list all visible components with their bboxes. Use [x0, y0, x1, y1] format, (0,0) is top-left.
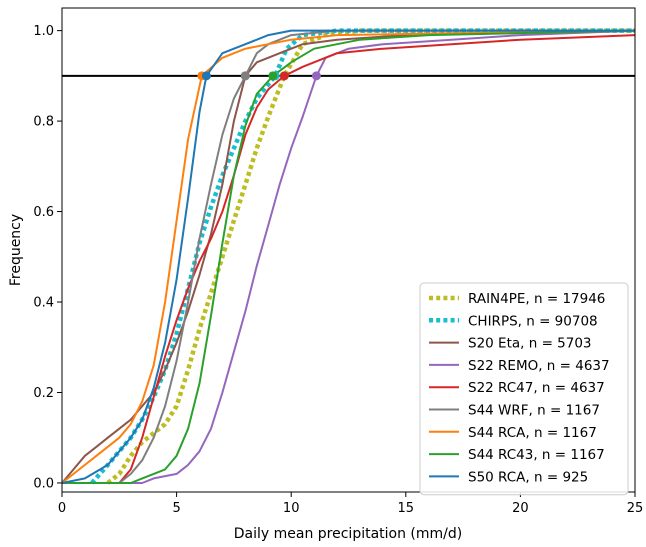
series-line-s22-remo — [62, 29, 635, 484]
marker-s22-rc47 — [279, 71, 289, 81]
legend-label: S44 RC43, n = 1167 — [468, 447, 605, 463]
x-axis-label: Daily mean precipitation (mm/d) — [234, 526, 462, 542]
series-line-s20-eta — [62, 29, 635, 484]
legend-item-rain4pe: RAIN4PE, n = 17946 — [429, 291, 605, 307]
threshold-markers — [197, 71, 321, 81]
marker-s50-rca — [201, 71, 211, 81]
marker-s22-remo — [311, 71, 321, 81]
x-tick-label: 15 — [398, 501, 415, 516]
legend-label: S22 REMO, n = 4637 — [468, 358, 610, 374]
y-axis-ticks: 0.0 0.2 0.4 0.6 0.8 1.0 — [33, 24, 62, 491]
legend-item-s20-eta: S20 Eta, n = 5703 — [429, 336, 592, 352]
legend-item-s50-rca: S50 RCA, n = 925 — [429, 469, 588, 485]
x-tick-label: 20 — [512, 501, 529, 516]
legend-item-s22-rc47: S22 RC47, n = 4637 — [429, 380, 605, 396]
x-tick-label: 5 — [172, 501, 180, 516]
x-tick-label: 25 — [627, 501, 644, 516]
marker-s44-wrf — [240, 71, 250, 81]
series-line-s44-rca — [62, 29, 635, 484]
legend-label: RAIN4PE, n = 17946 — [468, 291, 605, 307]
legend-item-s44-wrf: S44 WRF, n = 1167 — [429, 403, 600, 419]
legend-item-s44-rc43: S44 RC43, n = 1167 — [429, 447, 605, 463]
legend-box — [419, 282, 629, 496]
legend-label: CHIRPS, n = 90708 — [468, 313, 598, 329]
y-tick-label: 0.6 — [33, 205, 54, 220]
plot-area: 0 5 10 15 20 25 0.0 0.2 0.4 0.6 0.8 1.0 — [33, 7, 643, 516]
legend-item-chirps: CHIRPS, n = 90708 — [429, 313, 598, 329]
y-tick-label: 1.0 — [33, 24, 54, 39]
legend-item-s44-rca: S44 RCA, n = 1167 — [429, 425, 597, 441]
legend: RAIN4PE, n = 17946 CHIRPS, n = 90708 S20 E… — [419, 282, 629, 496]
legend-item-s22-remo: S22 REMO, n = 4637 — [429, 358, 610, 374]
y-tick-label: 0.4 — [33, 296, 54, 311]
legend-label: S50 RCA, n = 925 — [468, 469, 588, 485]
series-line-s50-rca — [62, 29, 635, 484]
series-lines — [62, 28, 635, 485]
y-tick-label: 0.2 — [33, 386, 54, 401]
y-axis-label: Frequency — [8, 214, 24, 286]
y-tick-label: 0.0 — [33, 476, 54, 491]
legend-label: S44 RCA, n = 1167 — [468, 425, 597, 441]
x-tick-label: 10 — [283, 501, 300, 516]
legend-label: S22 RC47, n = 4637 — [468, 380, 605, 396]
series-line-s44-rc43 — [62, 29, 635, 484]
plot-frame — [61, 7, 636, 493]
legend-label: S44 WRF, n = 1167 — [468, 403, 600, 419]
series-line-chirps — [90, 28, 635, 485]
legend-label: S20 Eta, n = 5703 — [468, 336, 592, 352]
series-line-s22-rc47 — [62, 34, 635, 484]
marker-s44-rc43 — [268, 71, 278, 81]
y-tick-label: 0.8 — [33, 115, 54, 130]
x-tick-label: 0 — [58, 501, 66, 516]
x-axis-ticks: 0 5 10 15 20 25 — [58, 492, 643, 516]
series-line-rain4pe — [106, 28, 635, 485]
